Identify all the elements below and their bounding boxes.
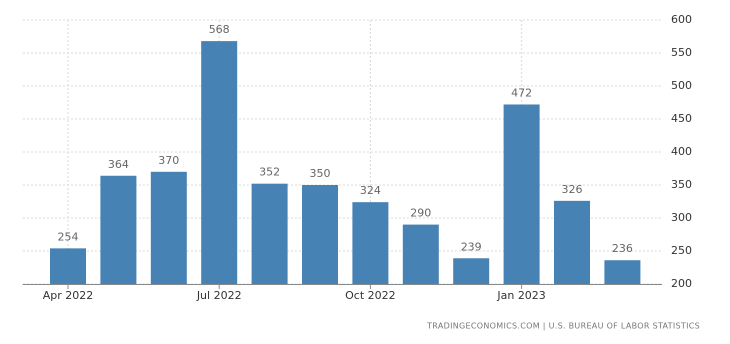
- bar: [100, 175, 137, 284]
- bar: [402, 224, 439, 284]
- value-label: 324: [360, 184, 381, 197]
- value-label: 352: [259, 166, 280, 179]
- x-tick-label: Apr 2022: [43, 289, 94, 302]
- x-tick-label: Jul 2022: [196, 289, 242, 302]
- value-label: 350: [310, 167, 331, 180]
- y-tick-label: 250: [671, 244, 692, 257]
- value-label: 472: [511, 86, 532, 99]
- value-label: 568: [209, 23, 230, 36]
- y-tick-label: 400: [671, 145, 692, 158]
- y-tick-label: 200: [671, 277, 692, 290]
- y-tick-label: 600: [671, 13, 692, 26]
- bar: [201, 41, 238, 285]
- bar: [554, 200, 590, 284]
- bar: [302, 185, 338, 284]
- bar: [503, 104, 540, 284]
- x-tick-label: Oct 2022: [345, 289, 396, 302]
- value-label: 236: [612, 242, 633, 255]
- y-tick-label: 550: [671, 46, 692, 59]
- y-tick-label: 300: [671, 211, 692, 224]
- y-tick-label: 450: [671, 112, 692, 125]
- value-label: 364: [108, 158, 129, 171]
- value-label: 370: [158, 154, 179, 167]
- x-tick-label: Jan 2023: [496, 289, 545, 302]
- bar: [453, 258, 490, 284]
- value-label: 326: [562, 183, 583, 196]
- value-label: 290: [410, 207, 431, 220]
- value-label: 239: [461, 240, 482, 253]
- value-label: 254: [58, 230, 79, 243]
- bar: [604, 260, 641, 284]
- source-note: TRADINGECONOMICS.COM | U.S. BUREAU OF LA…: [426, 322, 700, 331]
- y-tick-label: 350: [671, 178, 692, 191]
- bar: [352, 202, 389, 284]
- bar: [150, 171, 187, 284]
- bar: [251, 183, 288, 284]
- y-tick-label: 500: [671, 79, 692, 92]
- bar: [50, 248, 86, 284]
